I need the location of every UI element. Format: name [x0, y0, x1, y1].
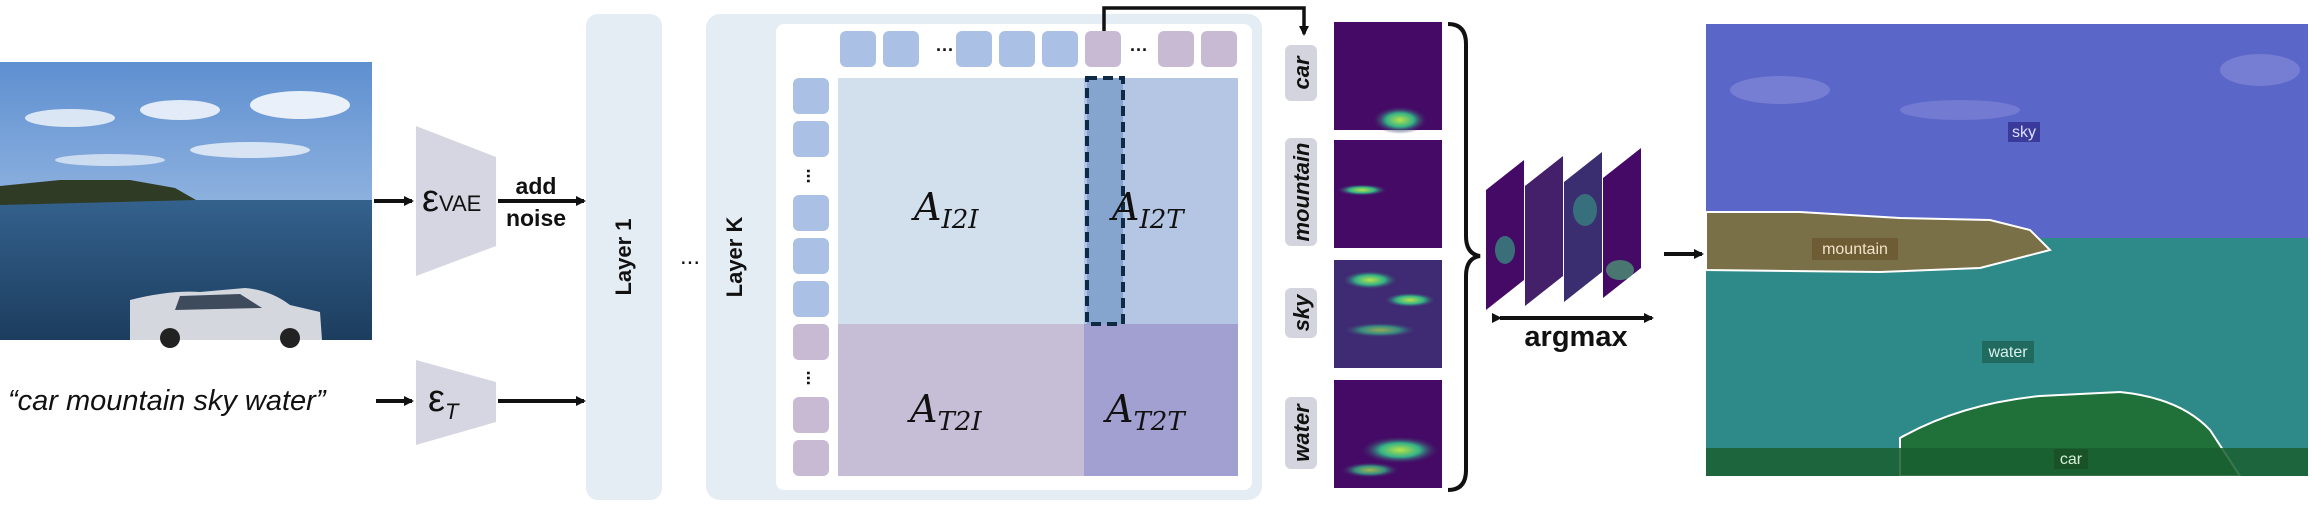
text-encoder: εT — [416, 360, 496, 445]
segmentation-result — [1705, 24, 2308, 477]
left-token-column: ... ... — [793, 78, 829, 476]
heatmap-sky — [1334, 260, 1442, 368]
token-ellipsis: ... — [803, 370, 823, 385]
text-encoder-subscript: T — [445, 399, 460, 424]
heatmap-water — [1334, 380, 1442, 488]
block-t2t — [1084, 324, 1238, 476]
image-token — [793, 238, 829, 274]
argmax-label: argmax — [1524, 321, 1627, 353]
curly-brace — [1447, 22, 1481, 492]
vae-encoder: εVAE — [416, 126, 496, 276]
class-token-mountain: mountain — [1289, 143, 1314, 242]
highlight-column — [1085, 76, 1125, 326]
image-token — [793, 281, 829, 317]
vae-encoder-subscript: VAE — [439, 191, 481, 216]
layers-ellipsis: ... — [680, 243, 700, 270]
label-i2t: AI2T — [1109, 185, 1185, 235]
image-token — [883, 31, 919, 67]
layer-1-panel — [586, 14, 662, 500]
text-token — [793, 324, 829, 360]
segment-label-mountain-bg — [1812, 238, 1898, 260]
add-noise-line2: noise — [506, 205, 566, 231]
segment-label-car-bg — [2054, 449, 2088, 469]
text-token — [1158, 31, 1194, 67]
text-token — [1201, 31, 1237, 67]
token-ellipsis: ... — [803, 168, 823, 183]
image-token — [999, 31, 1035, 67]
segment-label-water-bg — [1982, 341, 2034, 363]
class-token-sky: sky — [1289, 293, 1314, 331]
heatmap-mountain — [1334, 140, 1442, 248]
text-encoder-symbol: ε — [428, 378, 445, 420]
class-token-water: water — [1289, 403, 1314, 462]
segment-label-car: car — [2060, 451, 2083, 468]
token-ellipsis: ··· — [1130, 40, 1148, 60]
prompt-text: “car mountain sky water” — [8, 385, 327, 417]
heatmap-car — [1334, 22, 1442, 134]
vae-encoder-symbol: ε — [422, 178, 439, 220]
segment-label-water: water — [1987, 344, 2028, 361]
block-i2i — [838, 78, 1084, 324]
text-token — [1085, 31, 1121, 67]
svg-text:εT: εT — [428, 378, 460, 424]
class-token-labels: car mountain sky water — [1285, 45, 1317, 469]
stacked-heatmaps — [1486, 148, 1641, 310]
label-t2t: AT2T — [1103, 387, 1186, 437]
image-token — [1042, 31, 1078, 67]
image-token — [793, 78, 829, 114]
segment-label-sky: sky — [2012, 124, 2036, 141]
image-token — [793, 195, 829, 231]
class-token-car: car — [1289, 55, 1314, 89]
image-token — [840, 31, 876, 67]
input-photo — [0, 62, 372, 348]
label-t2i: AT2I — [907, 387, 982, 437]
svg-text:εVAE: εVAE — [422, 178, 481, 220]
arrow-column-to-heatmaps — [1102, 6, 1309, 36]
segment-label-mountain: mountain — [1822, 241, 1888, 258]
add-noise-line1: add — [516, 173, 557, 199]
layer-k-label: Layer K — [722, 217, 747, 298]
label-i2i: AI2I — [911, 185, 979, 235]
top-token-row: ··· ··· — [840, 31, 1237, 67]
token-ellipsis: ··· — [936, 40, 954, 60]
text-token — [793, 440, 829, 476]
layer-1-label: Layer 1 — [611, 218, 636, 295]
block-t2i — [838, 324, 1084, 476]
text-token — [793, 397, 829, 433]
segment-label-sky-bg — [2008, 122, 2040, 142]
image-token — [793, 121, 829, 157]
image-token — [956, 31, 992, 67]
